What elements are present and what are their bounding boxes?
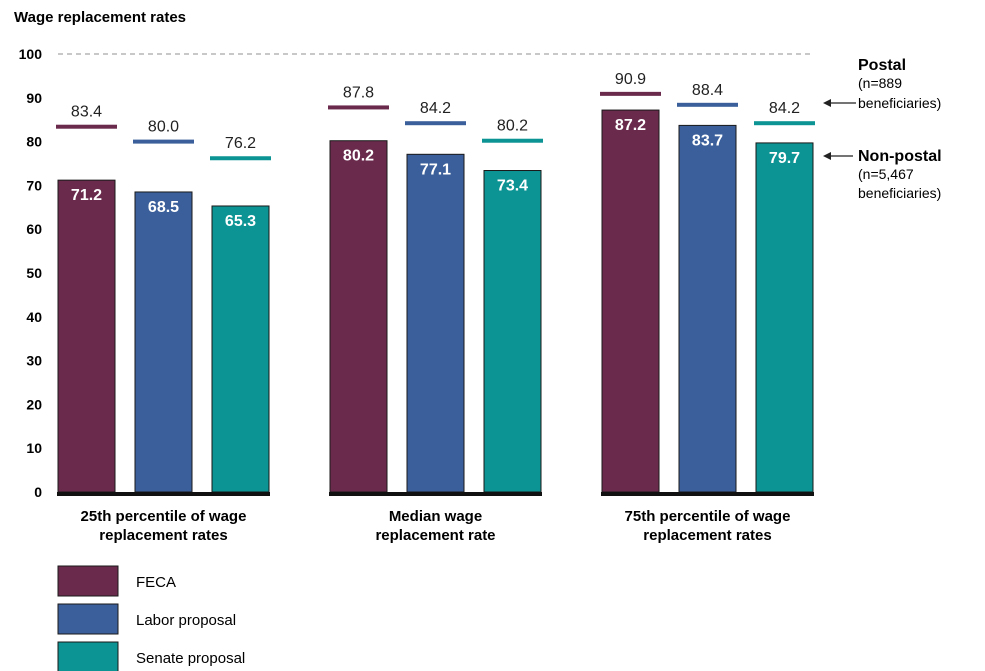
y-tick-label: 80 <box>26 134 42 150</box>
postal-marker <box>133 139 194 144</box>
postal-marker <box>677 102 738 107</box>
bar-value-label: 83.7 <box>692 132 723 149</box>
bar <box>755 142 814 493</box>
bar <box>483 170 542 493</box>
postal-marker <box>754 121 815 126</box>
postal-arrow-head <box>823 99 831 107</box>
group-baseline <box>601 492 814 496</box>
group-baseline <box>57 492 270 496</box>
y-tick-label: 70 <box>26 177 42 193</box>
postal-marker <box>482 138 543 143</box>
y-tick-label: 0 <box>34 484 42 500</box>
postal-marker <box>328 105 389 110</box>
legend-label: Senate proposal <box>136 650 245 667</box>
postal-value-label: 83.4 <box>71 104 102 121</box>
y-tick-label: 100 <box>19 46 43 62</box>
nonpostal-arrow-head <box>823 152 831 160</box>
legend-swatch <box>57 565 119 597</box>
category-label: 25th percentile of wage <box>81 508 247 525</box>
postal-marker <box>56 124 117 129</box>
postal-annotation-title: Postal <box>858 57 906 74</box>
category-label: replacement rates <box>99 527 227 544</box>
nonpostal-annotation-line: beneficiaries) <box>858 185 941 201</box>
bar-value-label: 73.4 <box>497 178 528 195</box>
postal-annotation-line: beneficiaries) <box>858 95 941 111</box>
category-label: 75th percentile of wage <box>625 508 791 525</box>
nonpostal-annotation-title: Non-postal <box>858 148 942 165</box>
postal-value-label: 87.8 <box>343 84 374 101</box>
category-label: replacement rates <box>643 527 771 544</box>
bar <box>211 205 270 493</box>
legend-label: FECA <box>136 574 176 591</box>
bar <box>329 140 388 493</box>
legend-label: Labor proposal <box>136 612 236 629</box>
postal-marker <box>600 91 661 96</box>
bar-value-label: 80.2 <box>343 148 374 165</box>
y-tick-label: 30 <box>26 353 42 369</box>
group-baseline <box>329 492 542 496</box>
postal-value-label: 84.2 <box>769 100 800 117</box>
legend-swatch <box>57 603 119 635</box>
bar-value-label: 68.5 <box>148 199 179 216</box>
bar-value-label: 79.7 <box>769 150 800 167</box>
bar <box>134 191 193 493</box>
bar <box>678 124 737 493</box>
postal-value-label: 90.9 <box>615 71 646 88</box>
bar-value-label: 65.3 <box>225 213 256 230</box>
bar-value-label: 71.2 <box>71 187 102 204</box>
category-label: replacement rate <box>375 527 495 544</box>
y-tick-label: 20 <box>26 396 42 412</box>
y-tick-label: 10 <box>26 440 42 456</box>
y-tick-label: 60 <box>26 221 42 237</box>
category-label: Median wage <box>389 508 482 525</box>
postal-value-label: 76.2 <box>225 135 256 152</box>
bar-value-label: 77.1 <box>420 161 451 178</box>
y-tick-label: 40 <box>26 309 42 325</box>
postal-annotation-line: (n=889 <box>858 75 902 91</box>
chart-title: Wage replacement rates <box>14 9 186 26</box>
bar-value-label: 87.2 <box>615 117 646 134</box>
nonpostal-annotation-line: (n=5,467 <box>858 166 914 182</box>
postal-marker <box>210 156 271 161</box>
postal-value-label: 80.0 <box>148 119 179 136</box>
postal-value-label: 80.2 <box>497 118 528 135</box>
bar <box>601 109 660 493</box>
legend-swatch <box>57 641 119 671</box>
y-tick-label: 90 <box>26 90 42 106</box>
postal-value-label: 88.4 <box>692 82 723 99</box>
bar <box>406 153 465 493</box>
y-tick-label: 50 <box>26 265 42 281</box>
bar <box>57 179 116 493</box>
postal-value-label: 84.2 <box>420 100 451 117</box>
postal-marker <box>405 121 466 126</box>
